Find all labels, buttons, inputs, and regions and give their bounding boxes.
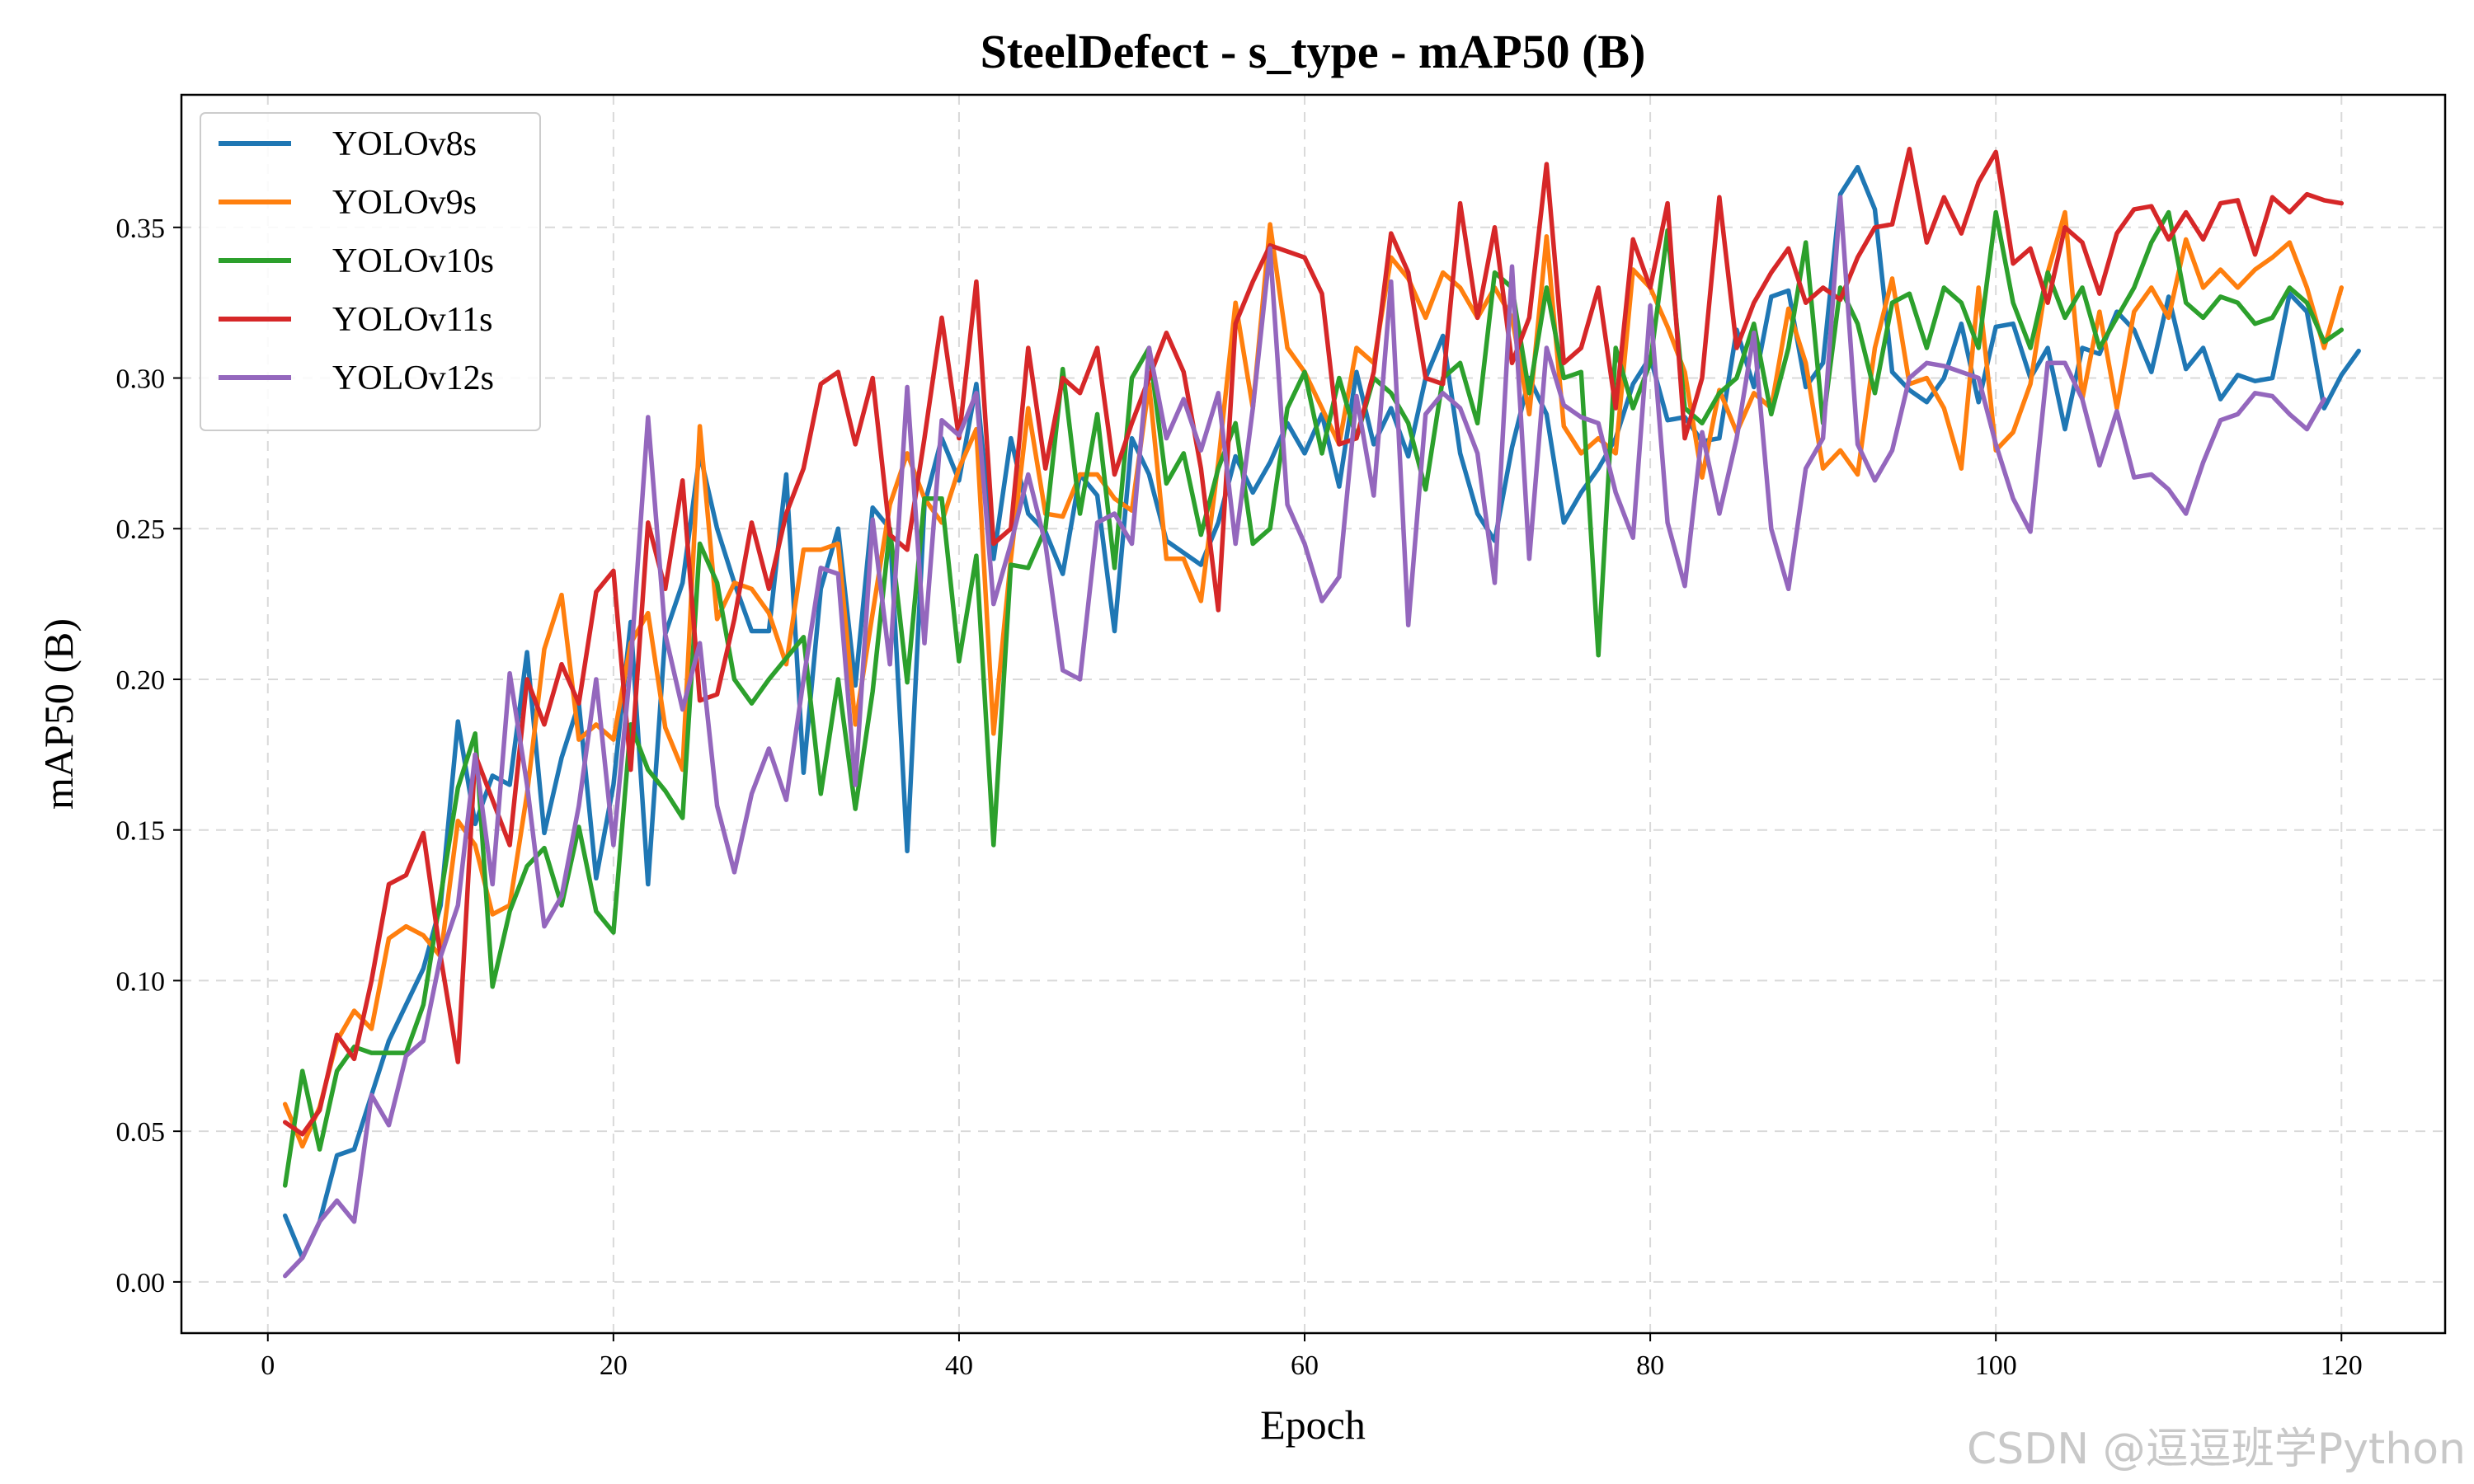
- x-tick-label: 60: [1291, 1350, 1319, 1381]
- series-line-yolov11s: [282, 147, 2345, 1137]
- y-tick-label: 0.25: [116, 514, 166, 545]
- plot-frame: [180, 93, 2447, 1335]
- y-tick-label: 0.30: [116, 364, 166, 395]
- series-line-yolov8s: [282, 164, 2361, 1261]
- series-line-yolov12s: [282, 195, 2327, 1279]
- y-tick-label: 0.35: [116, 214, 166, 244]
- x-tick-label: 100: [1975, 1350, 2017, 1381]
- x-axis-label: Epoch: [1260, 1402, 1366, 1448]
- legend-label-yolov10s: YOLOv10s: [332, 242, 494, 280]
- y-tick-label: 0.05: [116, 1117, 166, 1148]
- x-tick-label: 120: [2321, 1350, 2363, 1381]
- y-tick-label: 0.20: [116, 665, 166, 696]
- legend-label-yolov12s: YOLOv12s: [332, 359, 494, 397]
- x-tick-label: 80: [1636, 1350, 1664, 1381]
- grid: [181, 95, 2445, 1333]
- y-axis-label: mAP50 (B): [35, 618, 82, 810]
- x-tick-label: 0: [261, 1350, 275, 1381]
- legend-label-yolov11s: YOLOv11s: [332, 301, 492, 339]
- y-tick-label: 0.10: [116, 966, 166, 997]
- legend: YOLOv8s YOLOv9s YOLOv10s YOLOv11s YOLOv12s: [200, 112, 541, 431]
- series-lines: [282, 147, 2361, 1279]
- axis-ticks: 0 20 40 60 80 100 120 0.00 0.05 0.10 0.15 0.20 0.25 0…: [116, 214, 2363, 1381]
- y-tick-label: 0.00: [116, 1268, 166, 1298]
- watermark-text: CSDN @逗逗班学Python: [1967, 1425, 2466, 1474]
- legend-box: [200, 112, 541, 431]
- y-tick-label: 0.15: [116, 816, 166, 847]
- x-tick-label: 40: [945, 1350, 973, 1381]
- legend-label-yolov8s: YOLOv8s: [332, 125, 477, 163]
- legend-label-yolov9s: YOLOv9s: [332, 184, 477, 222]
- chart-title: SteelDefect - s_type - mAP50 (B): [981, 25, 1646, 78]
- x-tick-label: 20: [600, 1350, 628, 1381]
